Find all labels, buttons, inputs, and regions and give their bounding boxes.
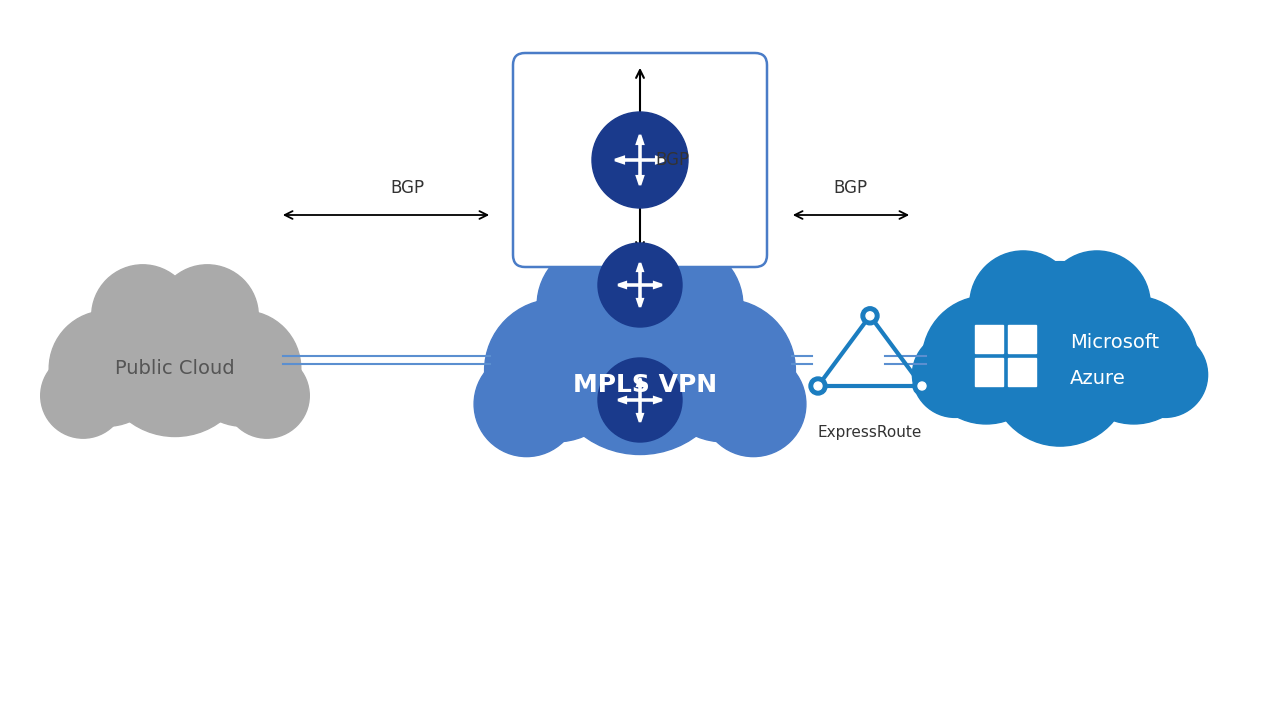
Circle shape — [1123, 332, 1207, 418]
FancyArrow shape — [640, 157, 666, 163]
Circle shape — [922, 296, 1050, 424]
Circle shape — [653, 299, 795, 442]
Circle shape — [598, 243, 682, 327]
FancyArrow shape — [637, 264, 643, 285]
Circle shape — [978, 261, 1142, 426]
FancyArrow shape — [618, 282, 640, 287]
Text: BGP: BGP — [390, 179, 425, 197]
FancyArrow shape — [637, 378, 643, 400]
Circle shape — [49, 311, 165, 426]
Circle shape — [809, 377, 827, 395]
Text: Azure: Azure — [1070, 369, 1125, 387]
Circle shape — [156, 265, 259, 366]
Circle shape — [1070, 296, 1198, 424]
Bar — [1007, 325, 1036, 353]
FancyArrow shape — [640, 397, 662, 402]
Circle shape — [867, 312, 874, 320]
Text: ExpressRoute: ExpressRoute — [818, 425, 922, 440]
Bar — [1007, 358, 1036, 385]
Circle shape — [970, 251, 1076, 358]
Text: Microsoft: Microsoft — [1070, 333, 1160, 351]
Circle shape — [186, 311, 301, 426]
Circle shape — [92, 265, 193, 366]
FancyArrow shape — [637, 135, 643, 160]
Text: BGP: BGP — [833, 179, 867, 197]
Text: BGP: BGP — [655, 151, 689, 169]
Bar — [974, 325, 1002, 353]
Bar — [974, 358, 1002, 385]
FancyArrow shape — [640, 282, 662, 287]
FancyArrow shape — [618, 397, 640, 402]
Circle shape — [913, 332, 997, 418]
Text: MPLS VPN: MPLS VPN — [573, 373, 717, 397]
Circle shape — [538, 243, 663, 369]
Circle shape — [701, 351, 806, 456]
FancyArrow shape — [637, 400, 643, 422]
Circle shape — [41, 354, 125, 438]
Circle shape — [918, 382, 925, 390]
Text: Public Cloud: Public Cloud — [115, 359, 234, 377]
Circle shape — [991, 307, 1130, 446]
Circle shape — [545, 266, 735, 454]
FancyArrow shape — [637, 160, 643, 185]
Circle shape — [913, 377, 931, 395]
Circle shape — [1043, 251, 1151, 358]
Circle shape — [485, 299, 627, 442]
Circle shape — [617, 243, 742, 369]
Circle shape — [474, 351, 579, 456]
Circle shape — [814, 382, 822, 390]
FancyArrow shape — [614, 157, 640, 163]
Circle shape — [591, 112, 689, 208]
Circle shape — [99, 284, 251, 436]
Circle shape — [861, 307, 879, 325]
FancyArrow shape — [637, 285, 643, 307]
FancyBboxPatch shape — [513, 53, 767, 267]
Circle shape — [598, 358, 682, 442]
Circle shape — [224, 354, 310, 438]
